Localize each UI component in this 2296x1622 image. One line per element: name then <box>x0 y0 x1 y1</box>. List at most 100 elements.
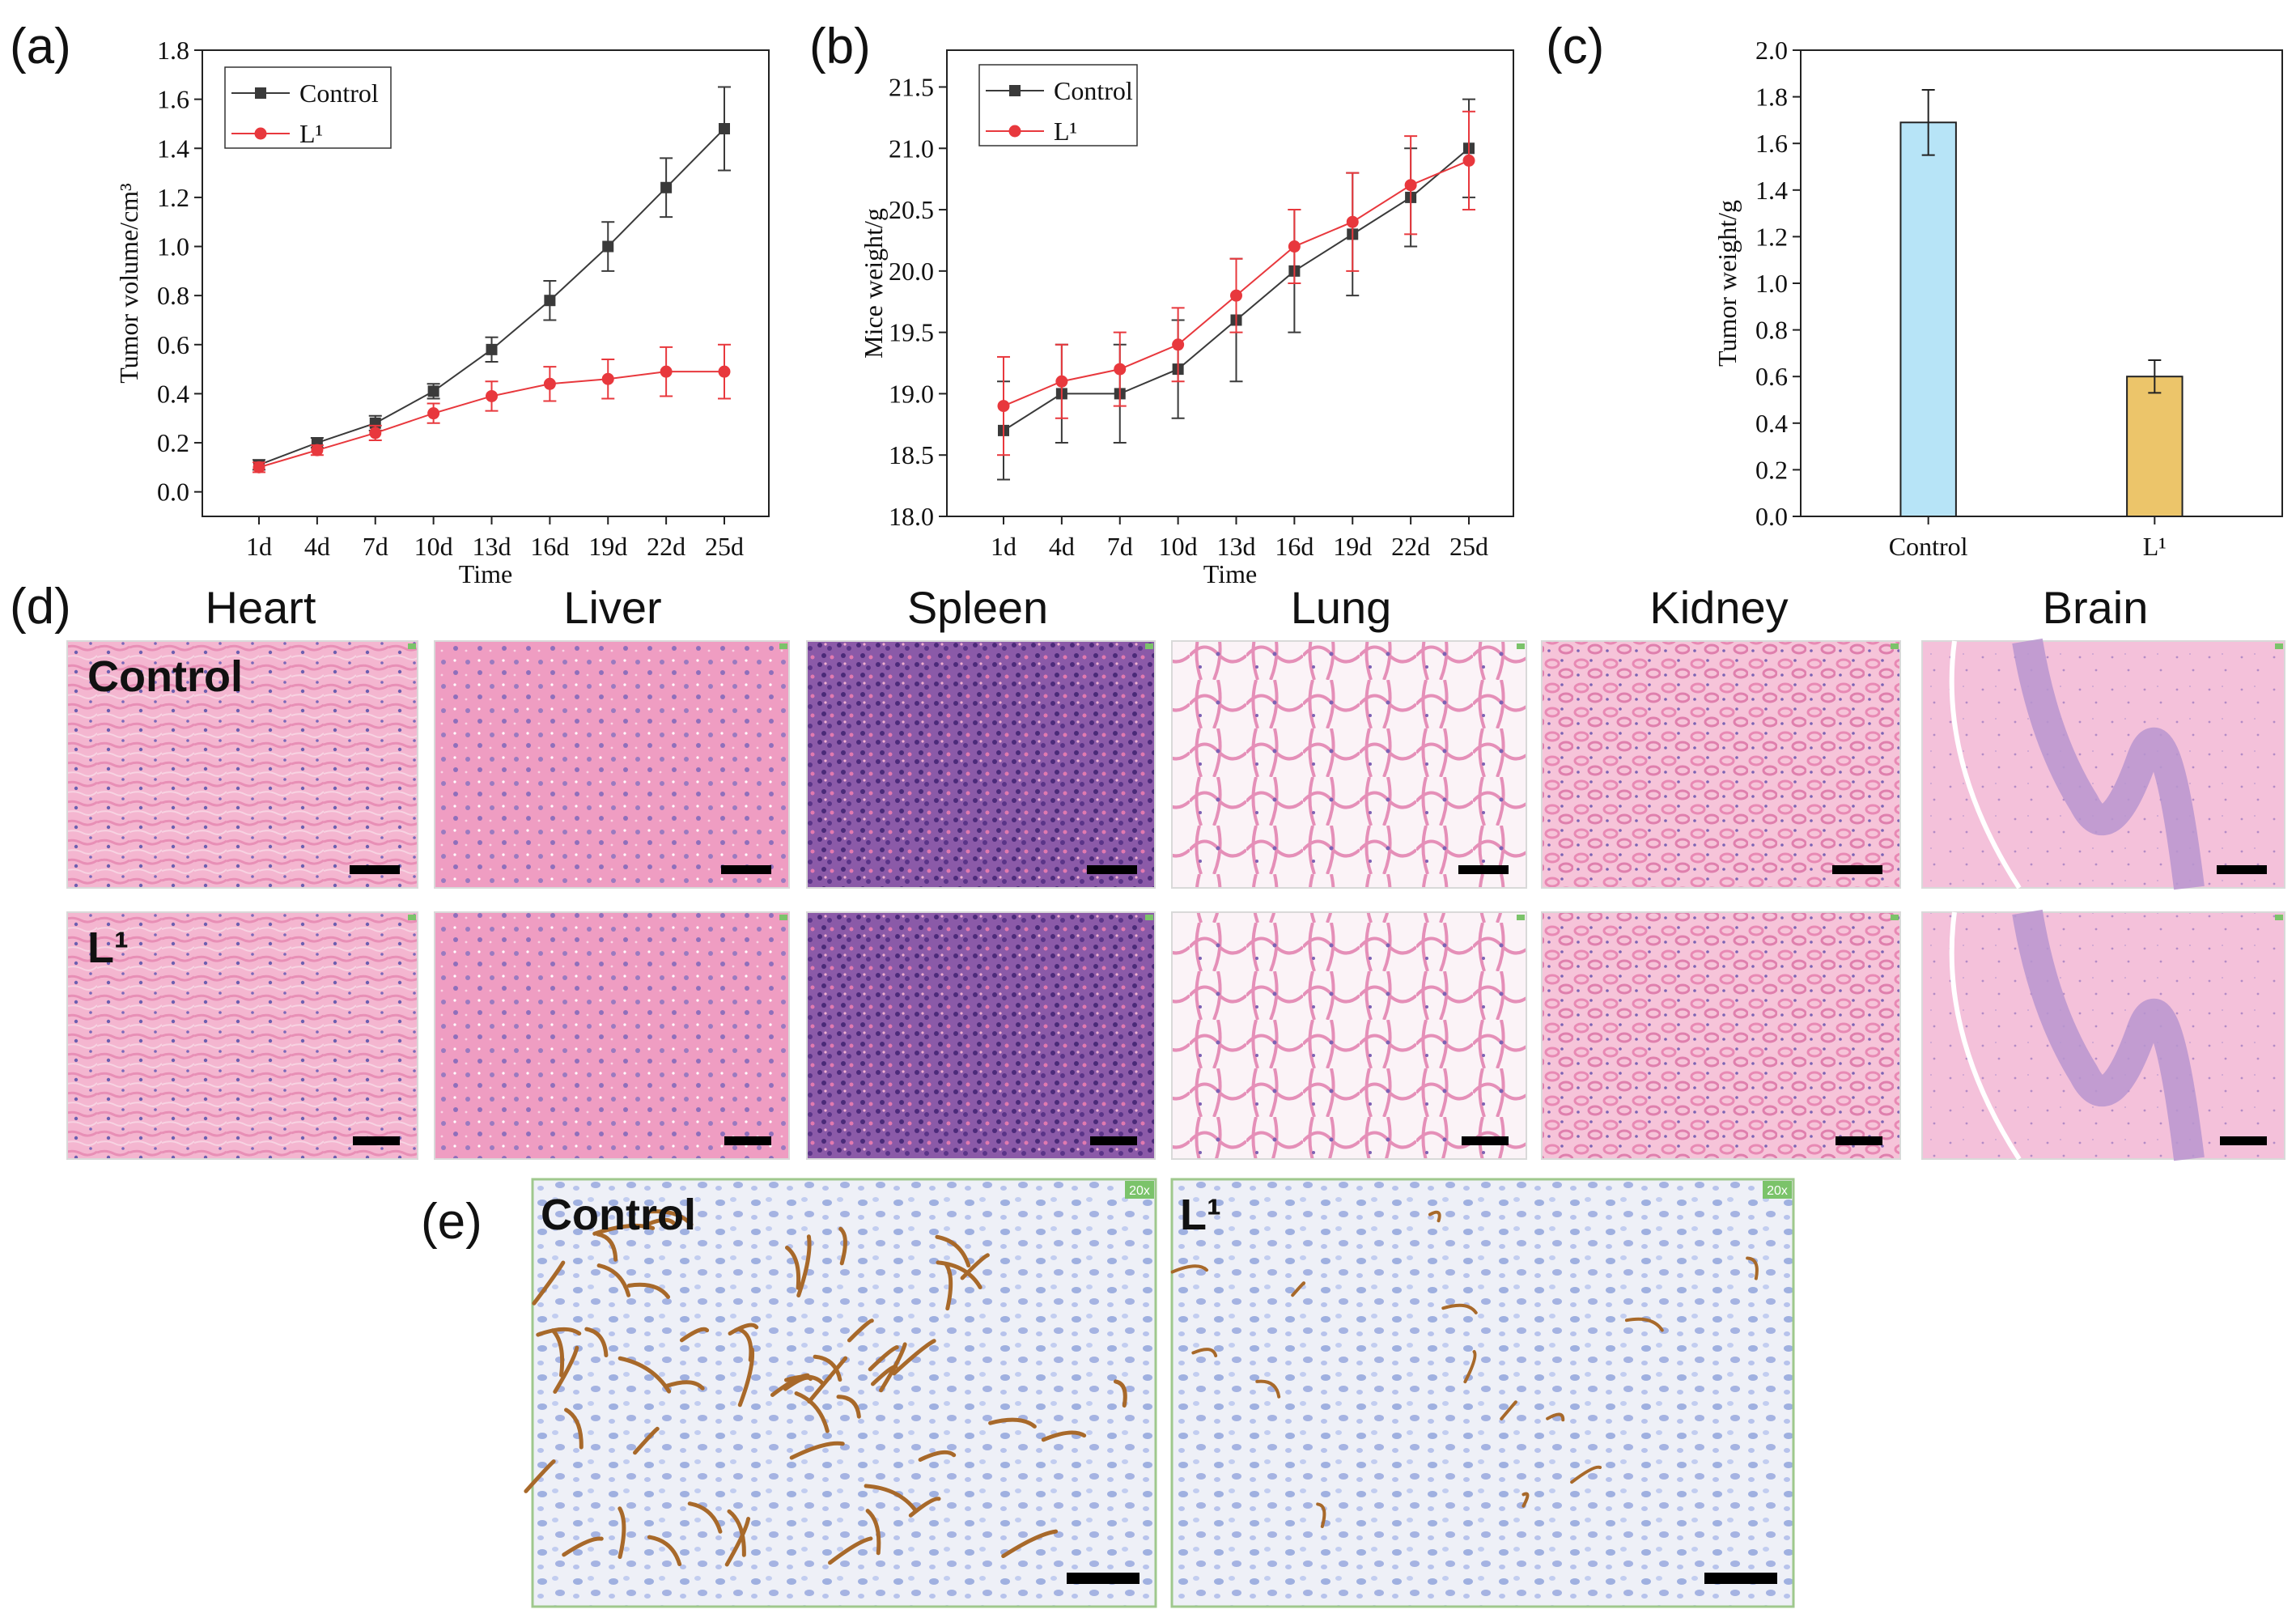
stained-vessel <box>1624 1317 1664 1332</box>
stained-vessel <box>618 1506 626 1560</box>
ihc-tissue <box>1170 1178 1795 1608</box>
x-tick-label: 1d <box>246 532 272 561</box>
y-tick-label: 1.8 <box>1755 83 1788 112</box>
stained-vessel <box>536 1327 582 1337</box>
stained-vessel <box>1441 1303 1478 1314</box>
legend-label: Control <box>299 79 379 108</box>
tissue-image <box>1921 640 2285 889</box>
histology-tile-liver-control <box>434 640 790 889</box>
magnification-badge <box>1145 915 1153 920</box>
stained-vessel <box>679 1327 710 1343</box>
y-tick-label: 0.4 <box>157 379 189 408</box>
x-axis-title: Time <box>1203 559 1257 588</box>
y-tick-label: 18.0 <box>889 502 934 531</box>
stained-vessel <box>664 1380 705 1391</box>
stained-vessel <box>918 1450 957 1463</box>
data-point <box>1288 240 1301 253</box>
y-tick-label: 1.6 <box>157 85 189 114</box>
y-tick-label: 1.4 <box>157 134 189 163</box>
series-1 <box>997 110 1475 456</box>
stained-vessel <box>1170 1264 1209 1274</box>
stained-vessel <box>524 1459 556 1493</box>
x-tick-label: 7d <box>1107 532 1133 561</box>
histology-tile-kidney-l1 <box>1541 911 1901 1160</box>
magnification-badge <box>1891 915 1899 920</box>
magnification-badge <box>1517 915 1525 920</box>
x-tick-label: 10d <box>1159 532 1198 561</box>
x-axis-title: Time <box>459 559 512 588</box>
stained-vessel <box>794 1391 830 1433</box>
tissue-image <box>1541 911 1901 1160</box>
y-tick-label: 19.5 <box>889 318 934 347</box>
histology-tile-spleen-control <box>806 640 1156 889</box>
legend-marker <box>1009 85 1021 96</box>
magnification-badge <box>1891 643 1899 649</box>
y-tick-label: 21.0 <box>889 134 934 163</box>
stained-vessel <box>847 1318 874 1343</box>
data-point <box>1055 375 1068 388</box>
stained-vessel <box>564 1408 584 1450</box>
magnification-badge <box>1125 1181 1154 1199</box>
y-tick-label: 0.0 <box>1755 502 1788 531</box>
organ-title-brain: Brain <box>2043 582 2149 633</box>
stained-vessel <box>737 1347 755 1408</box>
ihc-panel: 20x Control 20x L¹ <box>524 1178 1795 1608</box>
y-tick-label: 1.0 <box>157 232 189 261</box>
scale-bar <box>350 865 400 874</box>
legend-marker <box>255 87 266 99</box>
stained-vessel <box>807 1356 848 1404</box>
organ-title-heart: Heart <box>206 582 316 633</box>
magnification-label: 20x <box>1767 1184 1788 1198</box>
data-point <box>719 123 730 135</box>
tissue-image <box>66 640 418 889</box>
tissue-image <box>806 911 1156 1160</box>
series-1 <box>253 343 731 473</box>
y-tick-label: 0.6 <box>157 330 189 359</box>
x-tick-label: 10d <box>414 532 453 561</box>
histology-tile-kidney-control <box>1541 640 1901 889</box>
y-tick-label: 18.5 <box>889 440 934 469</box>
panel-label-a: (a) <box>10 19 71 74</box>
y-tick-label: 20.0 <box>889 257 934 286</box>
organ-title-spleen: Spleen <box>907 582 1048 633</box>
x-tick-label: 19d <box>1333 532 1372 561</box>
histology-grid: Heart Liver Spleen Lung Kidney Brain Control L¹ <box>66 582 2285 1161</box>
histology-tile-heart-l1 <box>66 911 418 1160</box>
scale-bar <box>1462 1136 1509 1145</box>
scale-bar <box>721 865 771 874</box>
stained-vessel <box>592 1223 656 1236</box>
panel-label-d: (d) <box>10 579 71 635</box>
stained-vessel <box>1113 1379 1127 1408</box>
dentate-gyrus-band <box>2012 638 2205 890</box>
x-tick-label: 13d <box>1217 532 1256 561</box>
x-tick-label: 7d <box>363 532 388 561</box>
stained-vessel <box>908 1497 941 1518</box>
y-tick-label: 0.6 <box>1755 362 1788 391</box>
tissue-fissure <box>1949 640 2022 890</box>
scale-bar <box>1832 865 1882 874</box>
stained-vessel <box>626 1282 671 1299</box>
chart-a-tumor-volume: 0.0 0.2 0.4 0.6 0.8 1.0 1.2 1.4 1.6 1.8 1d 4d 7d 10d 1… <box>114 36 770 588</box>
data-point <box>427 407 440 420</box>
stained-vessel <box>879 1342 907 1393</box>
tissue-image <box>434 640 790 889</box>
scale-bar <box>2217 865 2267 874</box>
data-point <box>253 461 265 473</box>
y-tick-label: 1.0 <box>1755 269 1788 298</box>
scale-bar <box>1087 865 1137 874</box>
y-tick-label: 1.2 <box>157 183 189 212</box>
legend-marker <box>1008 125 1021 138</box>
y-tick-label: 20.5 <box>889 195 934 224</box>
stained-vessel <box>944 1261 953 1311</box>
y-tick-label: 0.8 <box>157 281 189 310</box>
x-tick-label: 25d <box>1449 532 1488 561</box>
data-point <box>1404 179 1417 192</box>
legend-box <box>978 64 1138 146</box>
data-point <box>1114 363 1127 376</box>
x-tick-label: 22d <box>1391 532 1430 561</box>
y-tick-label: 0.2 <box>157 428 189 457</box>
stained-vessel <box>1546 1412 1565 1422</box>
organ-title-lung: Lung <box>1291 582 1392 633</box>
magnification-badge <box>408 915 416 920</box>
